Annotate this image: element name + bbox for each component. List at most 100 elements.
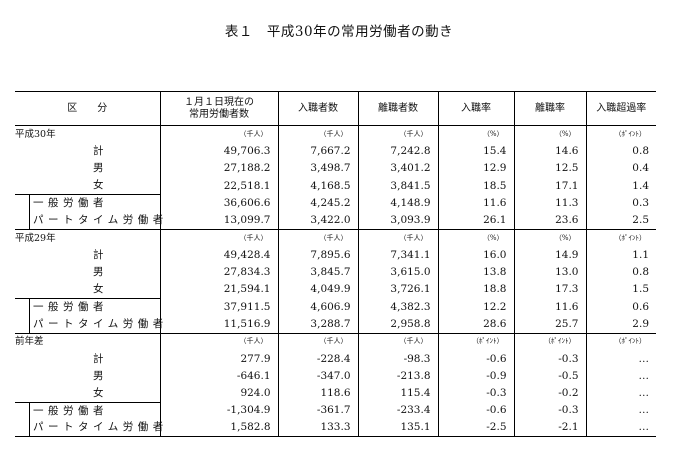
unit-label: （ﾎﾟｲﾝﾄ） xyxy=(437,333,514,351)
table-row: 計 277.9 -228.4 -98.3 -0.6 -0.3… xyxy=(15,350,656,368)
cell-value: 27,188.2 xyxy=(159,160,278,178)
cell-value: 0.4 xyxy=(585,160,656,178)
unit-label: （千人） xyxy=(159,333,278,351)
row-label: 計 xyxy=(93,352,104,365)
cell-value: 4,245.2 xyxy=(277,194,358,212)
cell-value: 23.6 xyxy=(513,211,586,230)
cell-value: 3,498.7 xyxy=(277,160,358,178)
cell-value: 3,422.0 xyxy=(277,211,358,230)
cell-value: … xyxy=(585,367,656,385)
header-row: 区 分 １月１日現在の 常用労働者数 入職者数 離職者数 入職率 離職率 入職超過率 xyxy=(15,91,656,126)
cell-value: 115.4 xyxy=(357,384,438,403)
row-label: 女 xyxy=(93,386,104,399)
cell-value: 3,726.1 xyxy=(357,281,438,299)
unit-label: （%） xyxy=(437,229,514,247)
cell-value: 18.5 xyxy=(437,177,514,195)
cell-value: 7,895.6 xyxy=(277,246,358,264)
cell-value: 3,615.0 xyxy=(357,263,438,282)
row-label: 一般労働者 xyxy=(15,297,160,317)
column-header: 入職者数 xyxy=(277,91,358,126)
cell-value: 118.6 xyxy=(277,384,358,403)
cell-value: 15.4 xyxy=(437,142,514,161)
cell-value: -0.3 xyxy=(513,402,586,420)
row-label: パートタイム労働者 xyxy=(15,211,163,230)
cell-value: 1.5 xyxy=(585,281,656,299)
column-header: 区 分 xyxy=(67,102,108,114)
unit-label: （%） xyxy=(437,125,514,143)
unit-label: （千人） xyxy=(357,229,438,247)
cell-value: 22,518.1 xyxy=(159,177,278,195)
cell-value: 3,401.2 xyxy=(357,160,438,178)
cell-value: 0.8 xyxy=(585,263,656,282)
cell-value: … xyxy=(585,402,656,420)
table-row: 一般労働者 37,911.5 4,606.9 4,382.3 12.2 11.6 0.6 xyxy=(15,297,656,317)
cell-value: 1.1 xyxy=(585,246,656,264)
cell-value: -228.4 xyxy=(277,350,358,368)
cell-value: -646.1 xyxy=(159,367,278,385)
table-row: パートタイム労働者 11,516.9 3,288.7 2,958.8 28.6 25.7 2… xyxy=(15,315,656,334)
cell-value: 21,594.1 xyxy=(159,281,278,299)
cell-value: 11.6 xyxy=(437,194,514,212)
cell-value: 11.3 xyxy=(513,194,586,212)
cell-value: 12.2 xyxy=(437,298,514,316)
row-label: 男 xyxy=(93,369,104,382)
row-label: 一般労働者 xyxy=(15,194,160,213)
cell-value: -98.3 xyxy=(357,350,438,368)
cell-value: 4,049.9 xyxy=(277,281,358,299)
cell-value: 3,093.9 xyxy=(357,211,438,230)
cell-value: 13.0 xyxy=(513,263,586,282)
cell-value: 14.9 xyxy=(513,246,586,264)
cell-value: 13.8 xyxy=(437,263,514,282)
row-label: 計 xyxy=(93,144,104,157)
table-row: パートタイム労働者 13,099.7 3,422.0 3,093.9 26.1 23.6 2… xyxy=(15,211,656,230)
table-row: 男 27,834.3 3,845.7 3,615.0 13.8 13.0 0.8 xyxy=(15,263,656,282)
cell-value: 133.3 xyxy=(277,419,358,438)
cell-value: 4,382.3 xyxy=(357,298,438,316)
cell-value: -1,304.9 xyxy=(159,402,278,420)
cell-value: 1,582.8 xyxy=(159,419,278,438)
cell-value: 924.0 xyxy=(159,384,278,403)
cell-value: 25.7 xyxy=(513,315,586,334)
column-header: １月１日現在の 常用労働者数 xyxy=(159,91,278,126)
row-label: 男 xyxy=(93,266,104,279)
unit-label: （%） xyxy=(513,125,586,143)
cell-value: 12.9 xyxy=(437,160,514,178)
column-header: 入職率 xyxy=(437,91,514,126)
cell-value: -347.0 xyxy=(277,367,358,385)
unit-label: （千人） xyxy=(277,229,358,247)
row-label: 女 xyxy=(93,179,104,192)
table-row: 女 924.0 118.6 115.4 -0.3 -0.2… xyxy=(15,384,656,403)
cell-value: -361.7 xyxy=(277,402,358,420)
cell-value: 27,834.3 xyxy=(159,263,278,282)
unit-label: （千人） xyxy=(357,333,438,351)
column-header: 離職率 xyxy=(513,91,586,126)
cell-value: 3,288.7 xyxy=(277,315,358,334)
cell-value: -0.6 xyxy=(437,350,514,368)
cell-value: … xyxy=(585,384,656,403)
cell-value: 2.5 xyxy=(585,211,656,230)
labor-turnover-table: 区 分 １月１日現在の 常用労働者数 入職者数 離職者数 入職率 離職率 入職超過率 平成30… xyxy=(15,91,656,438)
table-row: 男 -646.1 -347.0 -213.8 -0.9 -0.5… xyxy=(15,367,656,385)
cell-value: 4,168.5 xyxy=(277,177,358,195)
cell-value: 1.4 xyxy=(585,177,656,195)
cell-value: -213.8 xyxy=(357,367,438,385)
cell-value: 28.6 xyxy=(437,315,514,334)
unit-label: （ﾎﾟｲﾝﾄ） xyxy=(585,229,656,247)
cell-value: 3,845.7 xyxy=(277,263,358,282)
cell-value: … xyxy=(585,350,656,368)
table-row: 男 27,188.2 3,498.7 3,401.2 12.9 12.5 0.4 xyxy=(15,160,656,178)
table-row: 一般労働者 36,606.6 4,245.2 4,148.9 11.6 11.3 0.3 xyxy=(15,194,656,213)
table-title: 表１ 平成30年の常用労働者の動き xyxy=(224,24,454,40)
unit-label: （ﾎﾟｲﾝﾄ） xyxy=(585,125,656,143)
cell-value: 49,706.3 xyxy=(159,142,278,161)
cell-value: 7,341.1 xyxy=(357,246,438,264)
column-header: 入職超過率 xyxy=(585,91,656,126)
row-label: パートタイム労働者 xyxy=(15,419,163,438)
cell-value: 11,516.9 xyxy=(159,315,278,334)
row-label: パートタイム労働者 xyxy=(15,315,163,334)
group-label: 平成30年 xyxy=(15,128,56,140)
cell-value: 13,099.7 xyxy=(159,211,278,230)
table-body: 平成30年 （千人） （千人） （千人） （%） （%） （ﾎﾟｲﾝﾄ）計 49,706.3 7… xyxy=(15,125,656,438)
unit-label: （千人） xyxy=(159,125,278,143)
table-row: パートタイム労働者 1,582.8 133.3 135.1 -2.5 -2.1… xyxy=(15,419,656,438)
